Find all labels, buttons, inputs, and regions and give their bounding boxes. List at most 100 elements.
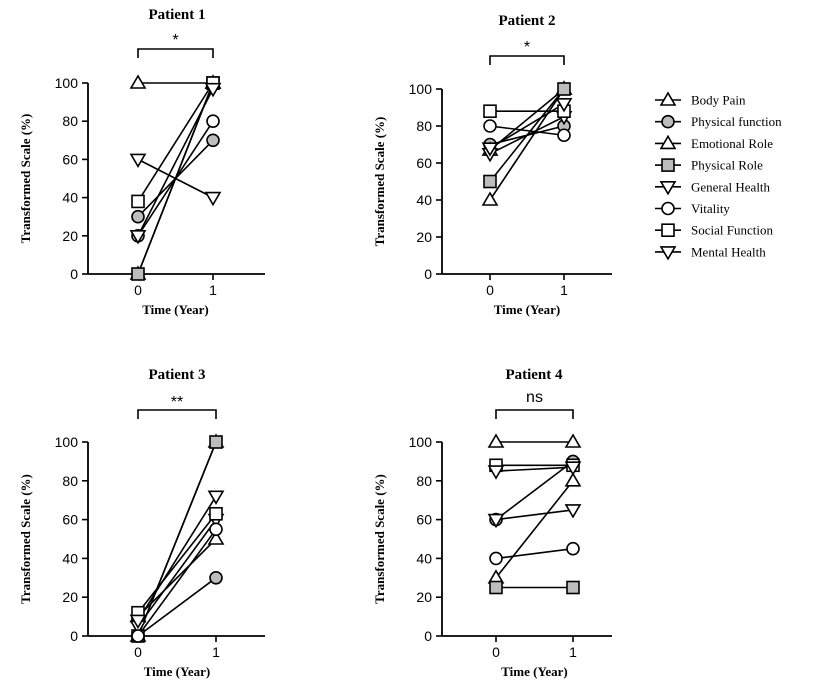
x-axis-label: Time (Year) [494,302,561,317]
data-point-body-pain [564,472,582,487]
x-tick-label: 1 [209,282,217,298]
y-axis-label: Transformed Scale (%) [372,474,387,604]
x-tick-label: 1 [560,282,568,298]
data-point-mental-health [129,230,147,245]
series-line-physical-role [137,441,217,637]
data-point-physical-function [209,570,223,585]
y-tick-label: 60 [416,155,432,171]
data-point-social-function [483,104,497,118]
y-tick-label: 80 [62,113,78,129]
y-tick-label: 20 [62,589,78,605]
y-tick-label: 20 [416,589,432,605]
series-line-social-function [137,513,217,614]
significance-label: * [524,39,530,56]
x-axis-label: Time (Year) [144,664,211,679]
data-point-mental-health [129,614,147,630]
x-tick-label: 1 [212,644,220,660]
series-line-physical-function [137,577,217,637]
data-point-mental-health [564,461,582,476]
y-tick-label: 60 [62,151,78,167]
x-tick-label: 0 [134,644,142,660]
series-line-vitality [495,547,574,560]
legend-marker-general-health [659,181,677,196]
data-point-physical-function [131,209,145,224]
legend-marker-social-function [661,223,675,237]
y-tick-label: 100 [55,434,79,450]
legend-label: Mental Health [691,244,766,259]
data-point-physical-role [557,82,571,96]
data-point-social-function [131,194,145,209]
y-axis-label: Transformed Scale (%) [18,474,33,604]
series-line-body-pain [489,88,565,201]
data-point-vitality [209,522,223,537]
series-line-vitality [137,120,214,237]
data-point-vitality [131,629,145,643]
y-axis-label: Transformed Scale (%) [372,117,387,247]
data-point-emotional-role [564,433,582,448]
data-point-mental-health [555,98,573,113]
data-point-physical-role [209,435,223,449]
data-point-general-health [204,191,222,207]
x-tick-label: 1 [569,644,577,660]
y-tick-label: 60 [416,512,432,528]
legend-label: Body Pain [691,93,746,108]
y-tick-label: 80 [416,118,432,134]
data-point-mental-health [487,465,505,480]
y-axis-label: Transformed Scale (%) [18,114,33,244]
series-line-vitality [137,528,217,637]
data-point-general-health [129,153,147,168]
legend-marker-physical-role [661,158,675,172]
data-point-physical-role [566,580,580,595]
y-tick-label: 100 [409,434,433,450]
legend-label: Vitality [691,201,730,216]
legend-label: Emotional Role [691,136,773,151]
data-point-vitality [483,119,497,133]
data-point-vitality [557,128,571,143]
data-point-physical-function [206,133,220,148]
legend-label: General Health [691,179,771,194]
y-tick-label: 100 [409,81,433,97]
data-point-general-health [564,504,582,519]
y-tick-label: 0 [424,628,432,644]
y-tick-label: 20 [416,229,432,245]
y-tick-label: 80 [416,473,432,489]
series-line-mental-health [137,495,217,621]
y-tick-label: 40 [62,190,78,206]
series-line-general-health [137,519,217,627]
chart-title: Patient 1 [148,7,205,23]
data-point-emotional-role [487,433,505,448]
y-tick-label: 80 [62,473,78,489]
y-tick-label: 40 [416,550,432,566]
series-line-mental-health [495,466,574,472]
series-line-general-health [495,509,574,521]
x-axis-label: Time (Year) [501,664,568,679]
data-point-body-pain [207,530,225,545]
significance-label: ns [526,389,543,406]
data-point-vitality [566,541,580,556]
chart-title: Patient 4 [505,367,563,383]
y-tick-label: 40 [416,192,432,208]
y-tick-label: 20 [62,228,78,244]
series-line-mental-health [489,103,565,149]
series-line-mental-health [137,88,214,237]
x-tick-label: 0 [492,644,500,660]
data-point-physical-role [131,267,145,281]
legend-label: Physical Role [691,158,763,173]
chart-title: Patient 2 [498,13,555,29]
y-tick-label: 100 [55,75,79,91]
data-point-mental-health [207,490,225,505]
data-point-physical-role [483,174,497,189]
significance-bracket [489,55,565,65]
panel-patient-2: Patient 2 * 0 20 40 60 80 100 0 1 Time (Year) Trans… [372,13,612,317]
data-point-physical-role [489,580,503,595]
series-line-social-function [137,82,214,202]
legend: Body Pain Physical function Emotional Role… [655,91,782,261]
legend-label: Physical function [691,114,782,129]
series-line-vitality [489,125,565,137]
y-tick-label: 0 [70,628,78,644]
legend-marker-mental-health [659,246,677,261]
